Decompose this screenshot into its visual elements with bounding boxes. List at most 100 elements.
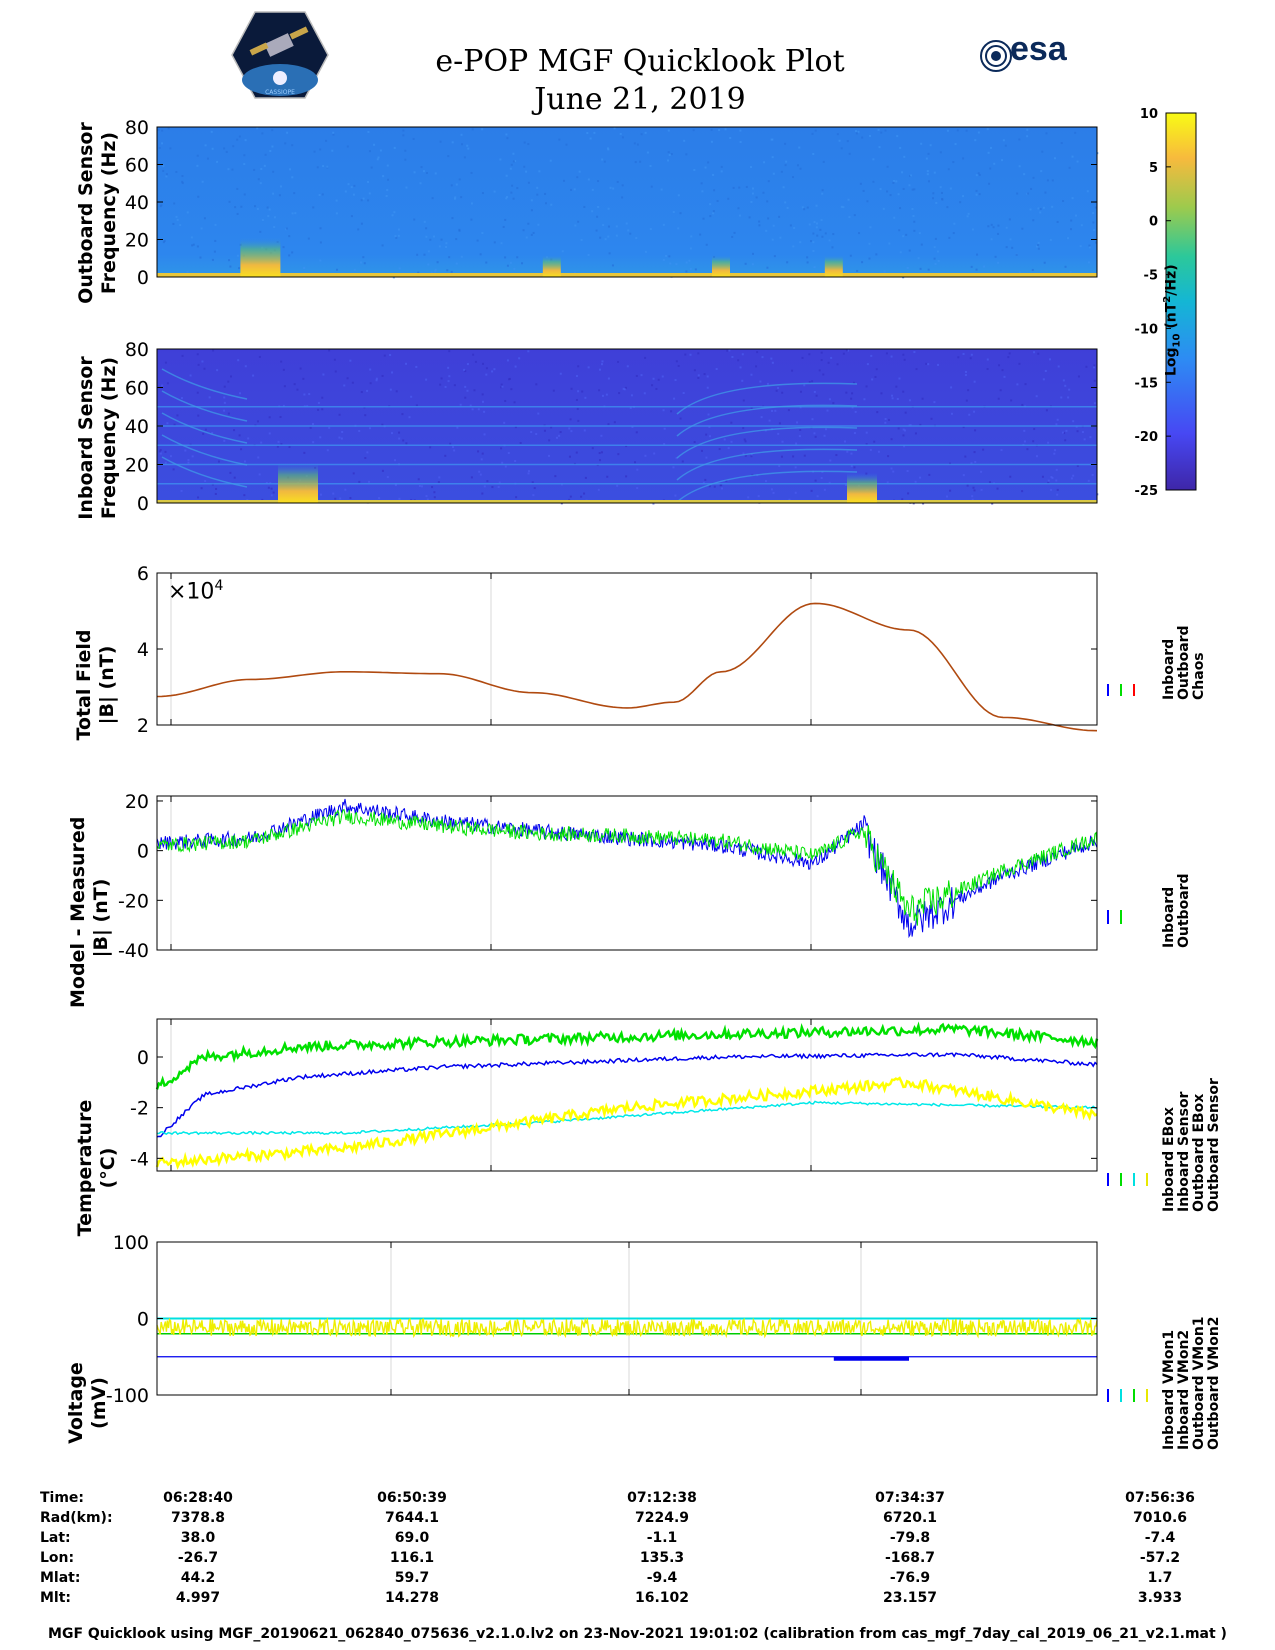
outboard-noise-pixel (266, 206, 269, 209)
inboard-noise-pixel (321, 408, 324, 411)
outboard-noise-pixel (786, 261, 789, 264)
inboard-noise-pixel (1076, 430, 1079, 433)
outboard-noise-pixel (313, 150, 316, 153)
inboard-noise-pixel (438, 476, 441, 479)
outboard-noise-pixel (668, 255, 671, 258)
inboard-noise-pixel (463, 368, 466, 371)
inboard-noise-pixel (704, 478, 707, 481)
inboard-noise-pixel (1060, 396, 1063, 399)
inboard-noise-pixel (247, 437, 250, 440)
inboard-noise-pixel (408, 416, 411, 419)
outboard-noise-pixel (831, 246, 834, 249)
outboard-noise-pixel (978, 193, 981, 196)
outboard-noise-pixel (649, 228, 652, 231)
outboard-noise-pixel (812, 232, 815, 235)
inboard-noise-pixel (491, 486, 494, 489)
inboard-noise-pixel (187, 458, 190, 461)
outboard-noise-pixel (1071, 155, 1074, 158)
outboard-noise-pixel (417, 271, 420, 274)
inboard-noise-pixel (504, 465, 507, 468)
outboard-noise-pixel (779, 236, 782, 239)
outboard-noise-pixel (500, 242, 503, 245)
outboard-noise-pixel (434, 268, 437, 271)
inboard-noise-pixel (625, 475, 628, 478)
outboard-noise-pixel (467, 147, 470, 150)
inboard-noise-pixel (770, 357, 773, 360)
outboard-noise-pixel (282, 246, 285, 249)
inboard-noise-pixel (901, 498, 904, 501)
inboard-noise-pixel (189, 374, 192, 377)
outboard-noise-pixel (439, 140, 442, 143)
inboard-noise-pixel (268, 416, 271, 419)
inboard-noise-pixel (394, 459, 397, 462)
colorbar-tick-label: -20 (1135, 430, 1159, 445)
outboard-noise-pixel (561, 250, 564, 253)
inboard-noise-pixel (1053, 452, 1056, 455)
outboard-noise-pixel (186, 211, 189, 214)
outboard-noise-pixel (362, 256, 365, 259)
inboard-noise-pixel (270, 487, 273, 490)
outboard-noise-pixel (773, 255, 776, 258)
inboard-noise-pixel (636, 468, 639, 471)
outboard-noise-pixel (692, 129, 695, 132)
outboard-noise-pixel (763, 161, 766, 164)
inboard-noise-pixel (850, 452, 853, 455)
outboard-noise-pixel (161, 142, 164, 145)
inboard-noise-pixel (891, 397, 894, 400)
outboard-noise-pixel (460, 196, 463, 199)
outboard-noise-pixel (479, 253, 482, 256)
outboard-noise-pixel (739, 141, 742, 144)
outboard-noise-pixel (1042, 206, 1045, 209)
inboard-noise-pixel (401, 413, 404, 416)
outboard-noise-pixel (162, 241, 165, 244)
inboard-noise-pixel (481, 400, 484, 403)
inboard-noise-pixel (875, 368, 878, 371)
outboard-noise-pixel (181, 180, 184, 183)
outboard-noise-pixel (749, 166, 752, 169)
inboard-noise-pixel (597, 488, 600, 491)
inboard-noise-pixel (888, 418, 891, 421)
inboard-noise-pixel (243, 460, 246, 463)
table-row: Mlat: 44.2 59.7 -9.4 -76.9 1.7 (40, 1570, 1173, 1586)
inboard-noise-pixel (191, 455, 194, 458)
inboard-noise-pixel (813, 390, 816, 393)
inboard-noise-pixel (616, 484, 619, 487)
outboard-noise-pixel (861, 136, 864, 139)
outboard-noise-pixel (357, 228, 360, 231)
inboard-noise-pixel (501, 461, 504, 464)
outboard-noise-pixel (216, 160, 219, 163)
inboard-noise-pixel (552, 389, 555, 392)
outboard-noise-pixel (386, 189, 389, 192)
outboard-noise-pixel (621, 136, 624, 139)
inboard-noise-pixel (1072, 474, 1075, 477)
outboard-noise-pixel (319, 148, 322, 151)
inboard-noise-pixel (1026, 448, 1029, 451)
inboard-noise-pixel (326, 449, 329, 452)
outboard-noise-pixel (908, 184, 911, 187)
outboard-noise-pixel (506, 137, 509, 140)
inboard-noise-pixel (227, 380, 230, 383)
inboard-noise-pixel (1056, 418, 1059, 421)
outboard-noise-pixel (1079, 245, 1082, 248)
inboard-noise-pixel (904, 411, 907, 414)
outboard-noise-pixel (570, 188, 573, 191)
inboard-noise-pixel (1062, 379, 1065, 382)
outboard-noise-pixel (952, 161, 955, 164)
outboard-noise-pixel (1021, 227, 1024, 230)
inboard-noise-pixel (338, 413, 341, 416)
outboard-noise-pixel (227, 168, 230, 171)
outboard-noise-pixel (398, 267, 401, 270)
inboard-noise-pixel (697, 374, 700, 377)
inboard-noise-pixel (829, 459, 832, 462)
outboard-noise-pixel (785, 160, 788, 163)
inboard-noise-pixel (877, 450, 880, 453)
inboard-noise-pixel (309, 426, 312, 429)
outboard-noise-pixel (538, 170, 541, 173)
outboard-noise-pixel (899, 251, 902, 254)
inboard-noise-pixel (600, 451, 603, 454)
inboard-noise-pixel (333, 358, 336, 361)
outboard-noise-pixel (527, 181, 530, 184)
inboard-noise-pixel (670, 410, 673, 413)
inboard-noise-pixel (233, 476, 236, 479)
outboard-noise-pixel (607, 207, 610, 210)
